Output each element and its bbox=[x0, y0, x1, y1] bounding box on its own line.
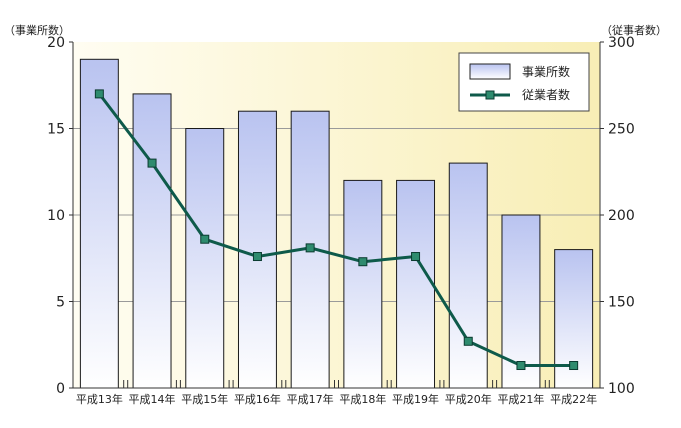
y-left-tick-label: 20 bbox=[47, 35, 65, 51]
x-tick-label: 平成15年 bbox=[181, 392, 228, 406]
legend-bar-swatch bbox=[469, 63, 511, 80]
line-marker bbox=[516, 361, 526, 371]
x-tick-label: 平成13年 bbox=[76, 392, 123, 406]
bar bbox=[185, 128, 225, 389]
y-right-tick-label: 300 bbox=[608, 35, 635, 51]
bar bbox=[396, 179, 436, 389]
line-marker bbox=[463, 336, 473, 346]
x-tick-label: 平成22年 bbox=[550, 392, 597, 406]
bar bbox=[237, 110, 277, 389]
legend-box bbox=[458, 52, 590, 112]
axes: 0 100 5 150 10 200 15 250 20 300 bbox=[47, 35, 635, 397]
line-marker bbox=[305, 243, 315, 253]
bar bbox=[448, 162, 488, 389]
line-marker bbox=[411, 252, 421, 262]
line-path bbox=[98, 92, 574, 368]
line-marker bbox=[569, 361, 579, 371]
y-left-tick-label: 15 bbox=[47, 122, 65, 138]
y-left-tick-label: 5 bbox=[56, 295, 65, 311]
y-left-tick-label: 10 bbox=[47, 208, 65, 224]
x-tick-label: 平成18年 bbox=[339, 392, 386, 406]
line-marker bbox=[147, 158, 157, 168]
x-tick-label: 平成21年 bbox=[497, 392, 544, 406]
x-tick-label: 平成17年 bbox=[287, 392, 334, 406]
bar bbox=[132, 93, 172, 389]
line-marker bbox=[252, 252, 262, 262]
legend-line-marker bbox=[485, 90, 495, 100]
bar bbox=[343, 179, 383, 389]
legend-line-label: 従業者数 bbox=[522, 87, 570, 102]
legend-bar-label: 事業所数 bbox=[522, 64, 570, 79]
x-tick-label: 平成20年 bbox=[445, 392, 492, 406]
x-axis-ticks: 平成13年 平成14年 平成15年 平成16年 平成17年 平成18年 平成19年 平成20年… bbox=[76, 380, 597, 406]
y-right-tick-label: 250 bbox=[608, 122, 635, 138]
y-right-tick-label: 150 bbox=[608, 295, 635, 311]
y-left-tick-label: 0 bbox=[56, 381, 65, 397]
y-right-tick-label: 200 bbox=[608, 208, 635, 224]
line-marker bbox=[94, 89, 104, 99]
bar bbox=[79, 58, 119, 389]
y-left-axis-label: （事業所数） bbox=[4, 24, 70, 37]
line-marker bbox=[200, 234, 210, 244]
y-right-axis-label: （従事者数） bbox=[601, 24, 667, 37]
y-right-tick-label: 100 bbox=[608, 381, 635, 397]
x-tick-label: 平成16年 bbox=[234, 392, 281, 406]
line-series bbox=[94, 89, 579, 371]
x-tick-label: 平成19年 bbox=[392, 392, 439, 406]
line-marker bbox=[358, 257, 368, 267]
legend: 事業所数 従業者数 bbox=[458, 52, 590, 112]
x-tick-label: 平成14年 bbox=[129, 392, 176, 406]
